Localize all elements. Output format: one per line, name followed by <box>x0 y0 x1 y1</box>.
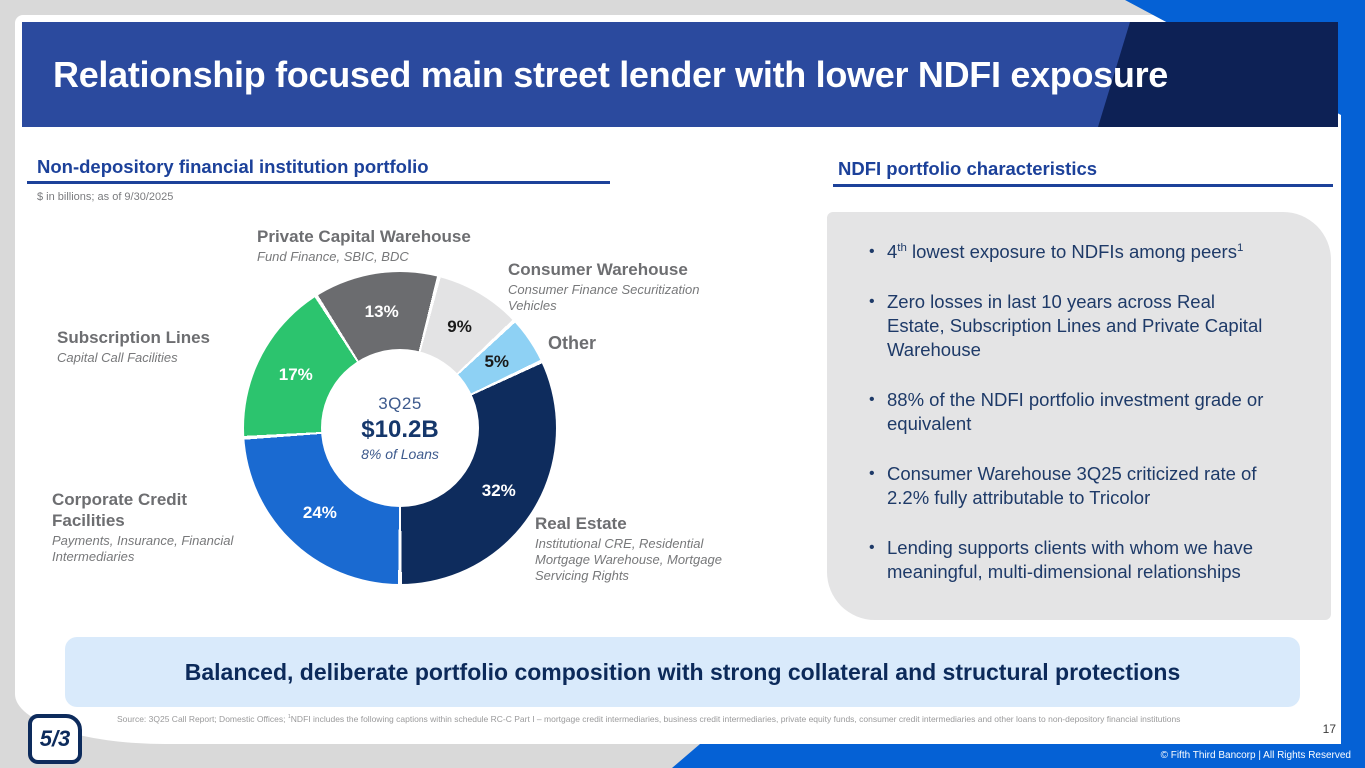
segment-label-subtitle: Consumer Finance Securitization Vehicles <box>508 282 700 313</box>
donut-center: 3Q25 $10.2B 8% of Loans <box>321 349 479 507</box>
segment-label-title: Other <box>548 333 597 353</box>
ndfi-bullet-list: 4th lowest exposure to NDFIs among peers… <box>827 212 1331 584</box>
segment-value-label: 13% <box>364 302 399 322</box>
left-heading-rule <box>27 181 610 184</box>
left-section-heading: Non-depository financial institution por… <box>37 156 429 177</box>
page-number: 17 <box>1322 722 1336 736</box>
chart-label-corporate-credit-facilities: Corporate Credit Facilities Payments, In… <box>52 489 257 565</box>
ndfi-bullet: 4th lowest exposure to NDFIs among peers… <box>869 240 1267 264</box>
segment-label-subtitle: Fund Finance, SBIC, BDC <box>257 249 409 264</box>
segment-label-title: Subscription Lines <box>57 328 211 347</box>
donut-center-note: 8% of Loans <box>361 446 439 462</box>
segment-value-label: 32% <box>481 480 516 500</box>
segment-value-label: 24% <box>302 503 337 523</box>
right-section-heading: NDFI portfolio characteristics <box>838 158 1098 179</box>
segment-label-title: Consumer Warehouse <box>508 260 688 279</box>
segment-value-label: 17% <box>278 364 313 384</box>
source-footnote: Source: 3Q25 Call Report; Domestic Offic… <box>117 714 1181 724</box>
segment-value-label: 9% <box>447 317 472 337</box>
ndfi-bullet: Zero losses in last 10 years across Real… <box>869 290 1267 362</box>
copyright-text: © Fifth Third Bancorp | All Rights Reser… <box>1160 750 1351 761</box>
takeaway-banner: Balanced, deliberate portfolio compositi… <box>65 637 1300 707</box>
chart-label-subscription-lines: Subscription Lines Capital Call Faciliti… <box>57 327 210 366</box>
chart-label-other: Other <box>548 333 596 354</box>
segment-label-subtitle: Institutional CRE, Residential Mortgage … <box>535 536 722 583</box>
donut-center-period: 3Q25 <box>378 394 422 413</box>
right-heading-rule <box>833 184 1333 187</box>
fifth-third-logo: 5/3 <box>28 714 82 764</box>
header-banner-navy-wedge <box>1098 22 1338 127</box>
segment-label-subtitle: Capital Call Facilities <box>57 350 178 365</box>
chart-label-real-estate: Real Estate Institutional CRE, Residenti… <box>535 513 745 584</box>
footer-bar: © Fifth Third Bancorp | All Rights Reser… <box>672 744 1365 768</box>
page-title: Relationship focused main street lender … <box>53 54 1169 95</box>
segment-label-title: Real Estate <box>535 514 627 533</box>
chart-label-private-capital-warehouse: Private Capital Warehouse Fund Finance, … <box>257 226 471 265</box>
chart-label-consumer-warehouse: Consumer Warehouse Consumer Finance Secu… <box>508 259 748 314</box>
ndfi-donut-chart: 3Q25 $10.2B 8% of Loans 13% 9% 5% 32% 24% 17% <box>244 272 556 584</box>
ndfi-characteristics-panel: 4th lowest exposure to NDFIs among peers… <box>827 212 1331 620</box>
ndfi-bullet: 88% of the NDFI portfolio investment gra… <box>869 388 1267 436</box>
donut-center-total: $10.2B <box>361 416 439 443</box>
segment-label-title: Corporate Credit Facilities <box>52 490 188 530</box>
chart-units-note: $ in billions; as of 9/30/2025 <box>37 191 174 203</box>
segment-label-title: Private Capital Warehouse <box>257 227 471 246</box>
ndfi-bullet: Lending supports clients with whom we ha… <box>869 536 1267 584</box>
segment-value-label: 5% <box>484 352 510 372</box>
ndfi-bullet: Consumer Warehouse 3Q25 criticized rate … <box>869 462 1267 510</box>
segment-label-subtitle: Payments, Insurance, Financial Intermedi… <box>52 533 234 564</box>
